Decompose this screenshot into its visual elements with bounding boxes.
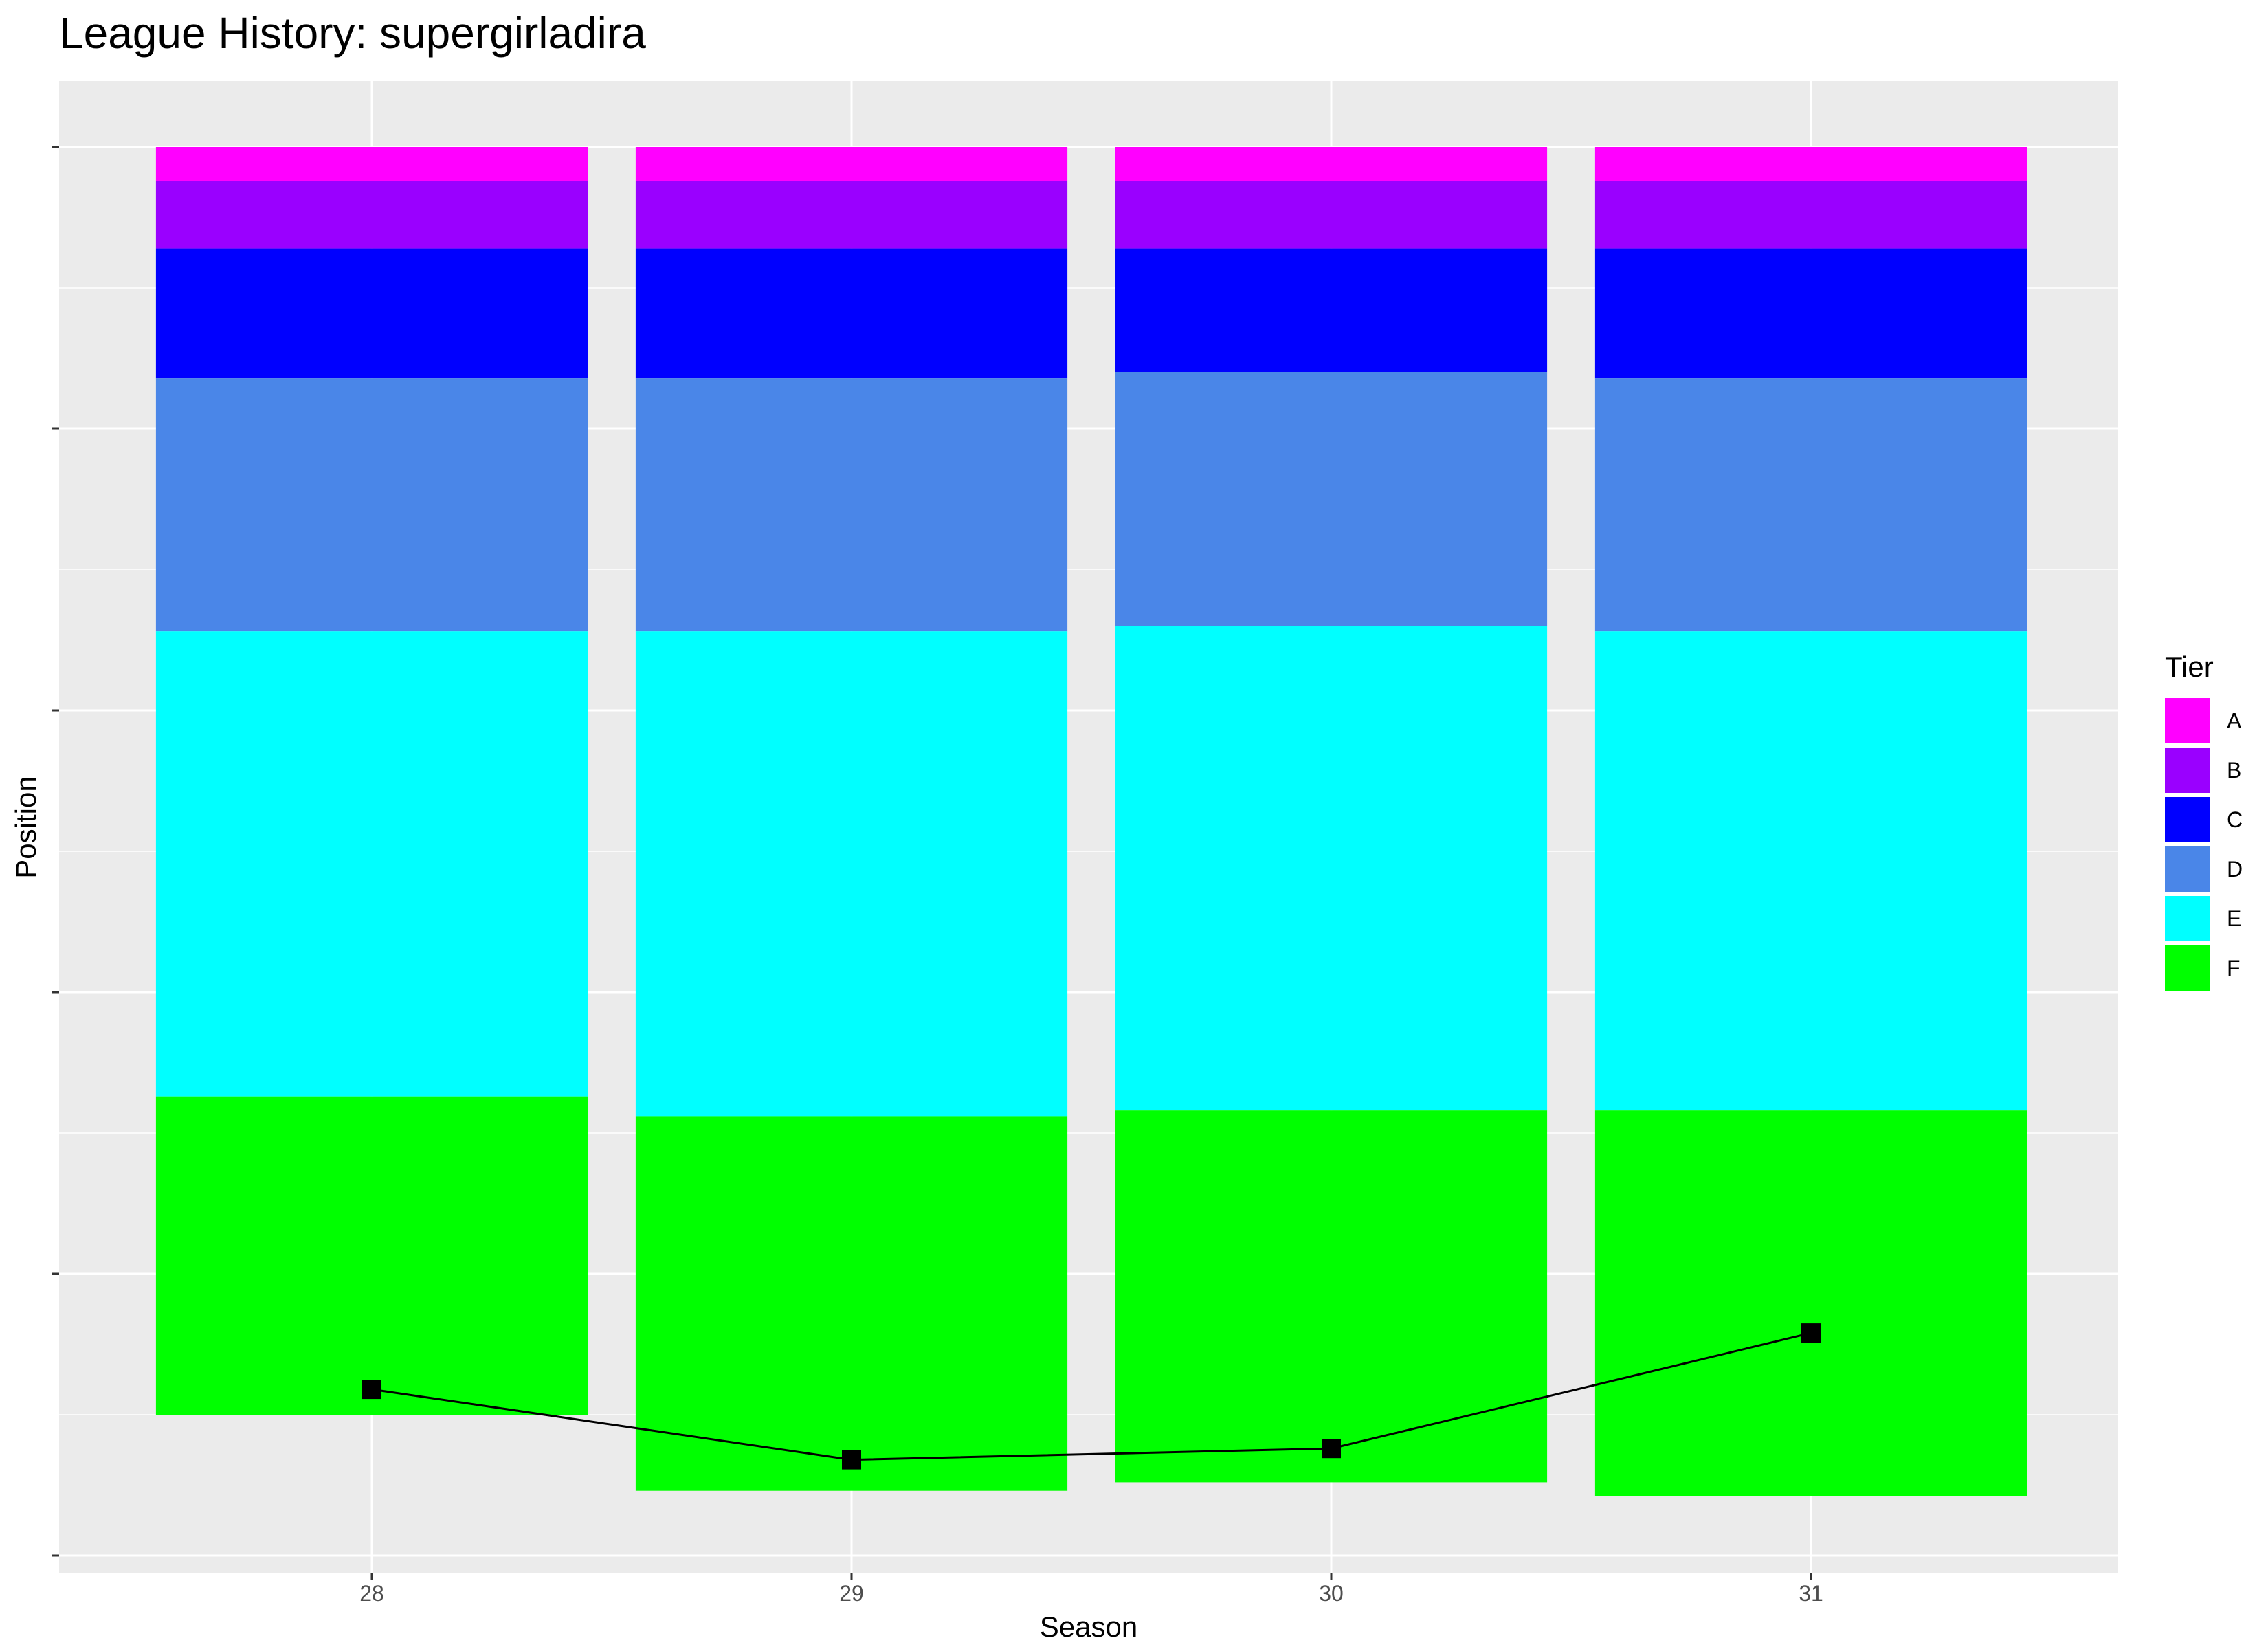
bar-segment-c-season-31: [1594, 248, 2027, 379]
legend-label-c: C: [2227, 807, 2243, 832]
bar-segment-b-season-29: [635, 181, 1068, 249]
legend-key-c: [2165, 797, 2210, 842]
legend-key-d: [2165, 846, 2210, 892]
bar-segment-b-season-31: [1594, 181, 2027, 249]
bar-segment-b-season-28: [155, 181, 588, 249]
axes: 28 29 30 31: [52, 146, 1823, 1606]
bar-segment-d-season-28: [155, 378, 588, 632]
y-axis-title: Position: [10, 776, 42, 878]
position-line: [371, 1332, 1812, 1461]
bar-segment-e-season-30: [1115, 626, 1548, 1111]
position-point-season-31: [1801, 1323, 1821, 1343]
position-point-season-30: [1322, 1439, 1341, 1459]
x-tick-label: 29: [839, 1581, 864, 1606]
legend-key-f: [2165, 945, 2210, 991]
bar-segment-a-season-31: [1594, 147, 2027, 181]
bar-segment-a-season-29: [635, 147, 1068, 181]
bar-segment-d-season-31: [1594, 378, 2027, 632]
legend-label-b: B: [2227, 758, 2241, 783]
bar-segment-b-season-30: [1115, 181, 1548, 249]
bar-segment-f-season-29: [635, 1116, 1068, 1491]
stacked-bars: [155, 147, 2027, 1496]
position-line-layer: [362, 1323, 1821, 1470]
legend-title: Tier: [2165, 651, 2214, 683]
legend-key-a: [2165, 698, 2210, 743]
x-tick-label: 30: [1319, 1581, 1344, 1606]
legend-key-b: [2165, 748, 2210, 793]
position-point-season-28: [362, 1380, 381, 1400]
x-tick-label: 31: [1799, 1581, 1823, 1606]
bar-segment-f-season-30: [1115, 1110, 1548, 1483]
legend-label-d: D: [2227, 857, 2243, 882]
bar-segment-a-season-30: [1115, 147, 1548, 181]
bar-segment-c-season-30: [1115, 248, 1548, 372]
position-point-season-29: [842, 1450, 861, 1470]
legend-label-e: E: [2227, 906, 2241, 931]
legend-key-e: [2165, 896, 2210, 941]
bar-segment-e-season-28: [155, 631, 588, 1097]
bar-segment-c-season-29: [635, 248, 1068, 379]
legend-label-a: A: [2227, 708, 2242, 733]
bar-segment-e-season-31: [1594, 631, 2027, 1111]
bar-segment-a-season-28: [155, 147, 588, 181]
x-axis-title: Season: [1040, 1611, 1137, 1643]
x-tick-label: 28: [359, 1581, 384, 1606]
bar-segment-f-season-28: [155, 1096, 588, 1415]
legend-label-f: F: [2227, 956, 2241, 980]
bar-segment-d-season-30: [1115, 372, 1548, 626]
chart-title: League History: supergirladira: [59, 8, 646, 58]
bar-segment-d-season-29: [635, 378, 1068, 632]
bar-segment-e-season-29: [635, 631, 1068, 1117]
bar-segment-c-season-28: [155, 248, 588, 379]
bar-segment-f-season-31: [1594, 1110, 2027, 1496]
